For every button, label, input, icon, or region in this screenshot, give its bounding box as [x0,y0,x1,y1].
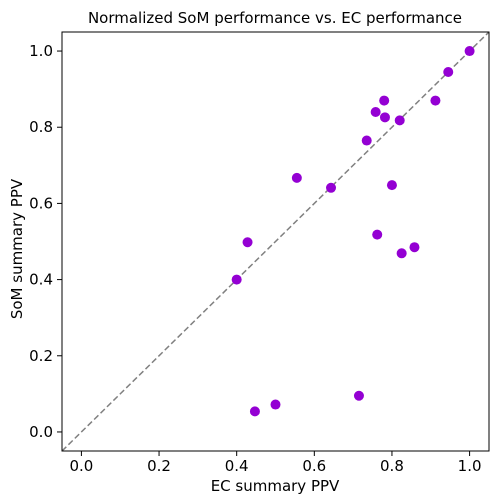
data-point [353,390,364,401]
x-tick-label: 0.8 [380,457,404,475]
x-tick-label: 0.2 [147,457,171,475]
plot-frame [61,31,490,452]
data-point [249,406,260,417]
data-point [231,274,242,285]
data-point [370,106,381,117]
data-point [242,237,253,248]
data-point [464,46,475,57]
data-point [409,242,420,253]
data-point [394,115,405,126]
data-point [270,399,281,410]
y-tick-label: 0.6 [29,194,53,212]
x-axis-label: EC summary PPV [211,477,340,495]
y-tick-label: 1.0 [29,42,53,60]
data-point [372,229,383,240]
data-point [379,112,390,123]
x-tick-label: 0.4 [225,457,249,475]
reference-line [61,31,490,452]
x-tick-label: 1.0 [458,457,482,475]
y-axis-label: SoM summary PPV [8,178,26,319]
data-point [361,135,372,146]
y-tick-label: 0.0 [29,423,53,441]
chart-title: Normalized SoM performance vs. EC perfor… [88,9,462,27]
data-point [443,66,454,77]
data-point [379,95,390,106]
y-tick-label: 0.4 [29,271,53,289]
x-axis: 0.0 0.2 0.4 0.6 0.8 1.0 [69,451,482,475]
data-point [326,182,337,193]
x-tick-label: 0.6 [302,457,326,475]
y-axis: 0.0 0.2 0.4 0.6 0.8 1.0 [29,42,62,441]
data-point [386,180,397,191]
data-point [396,248,407,259]
data-point [430,95,441,106]
y-tick-label: 0.8 [29,118,53,136]
data-point [291,172,302,183]
x-tick-label: 0.0 [69,457,93,475]
y-tick-label: 0.2 [29,347,53,365]
points-layer [231,46,475,417]
